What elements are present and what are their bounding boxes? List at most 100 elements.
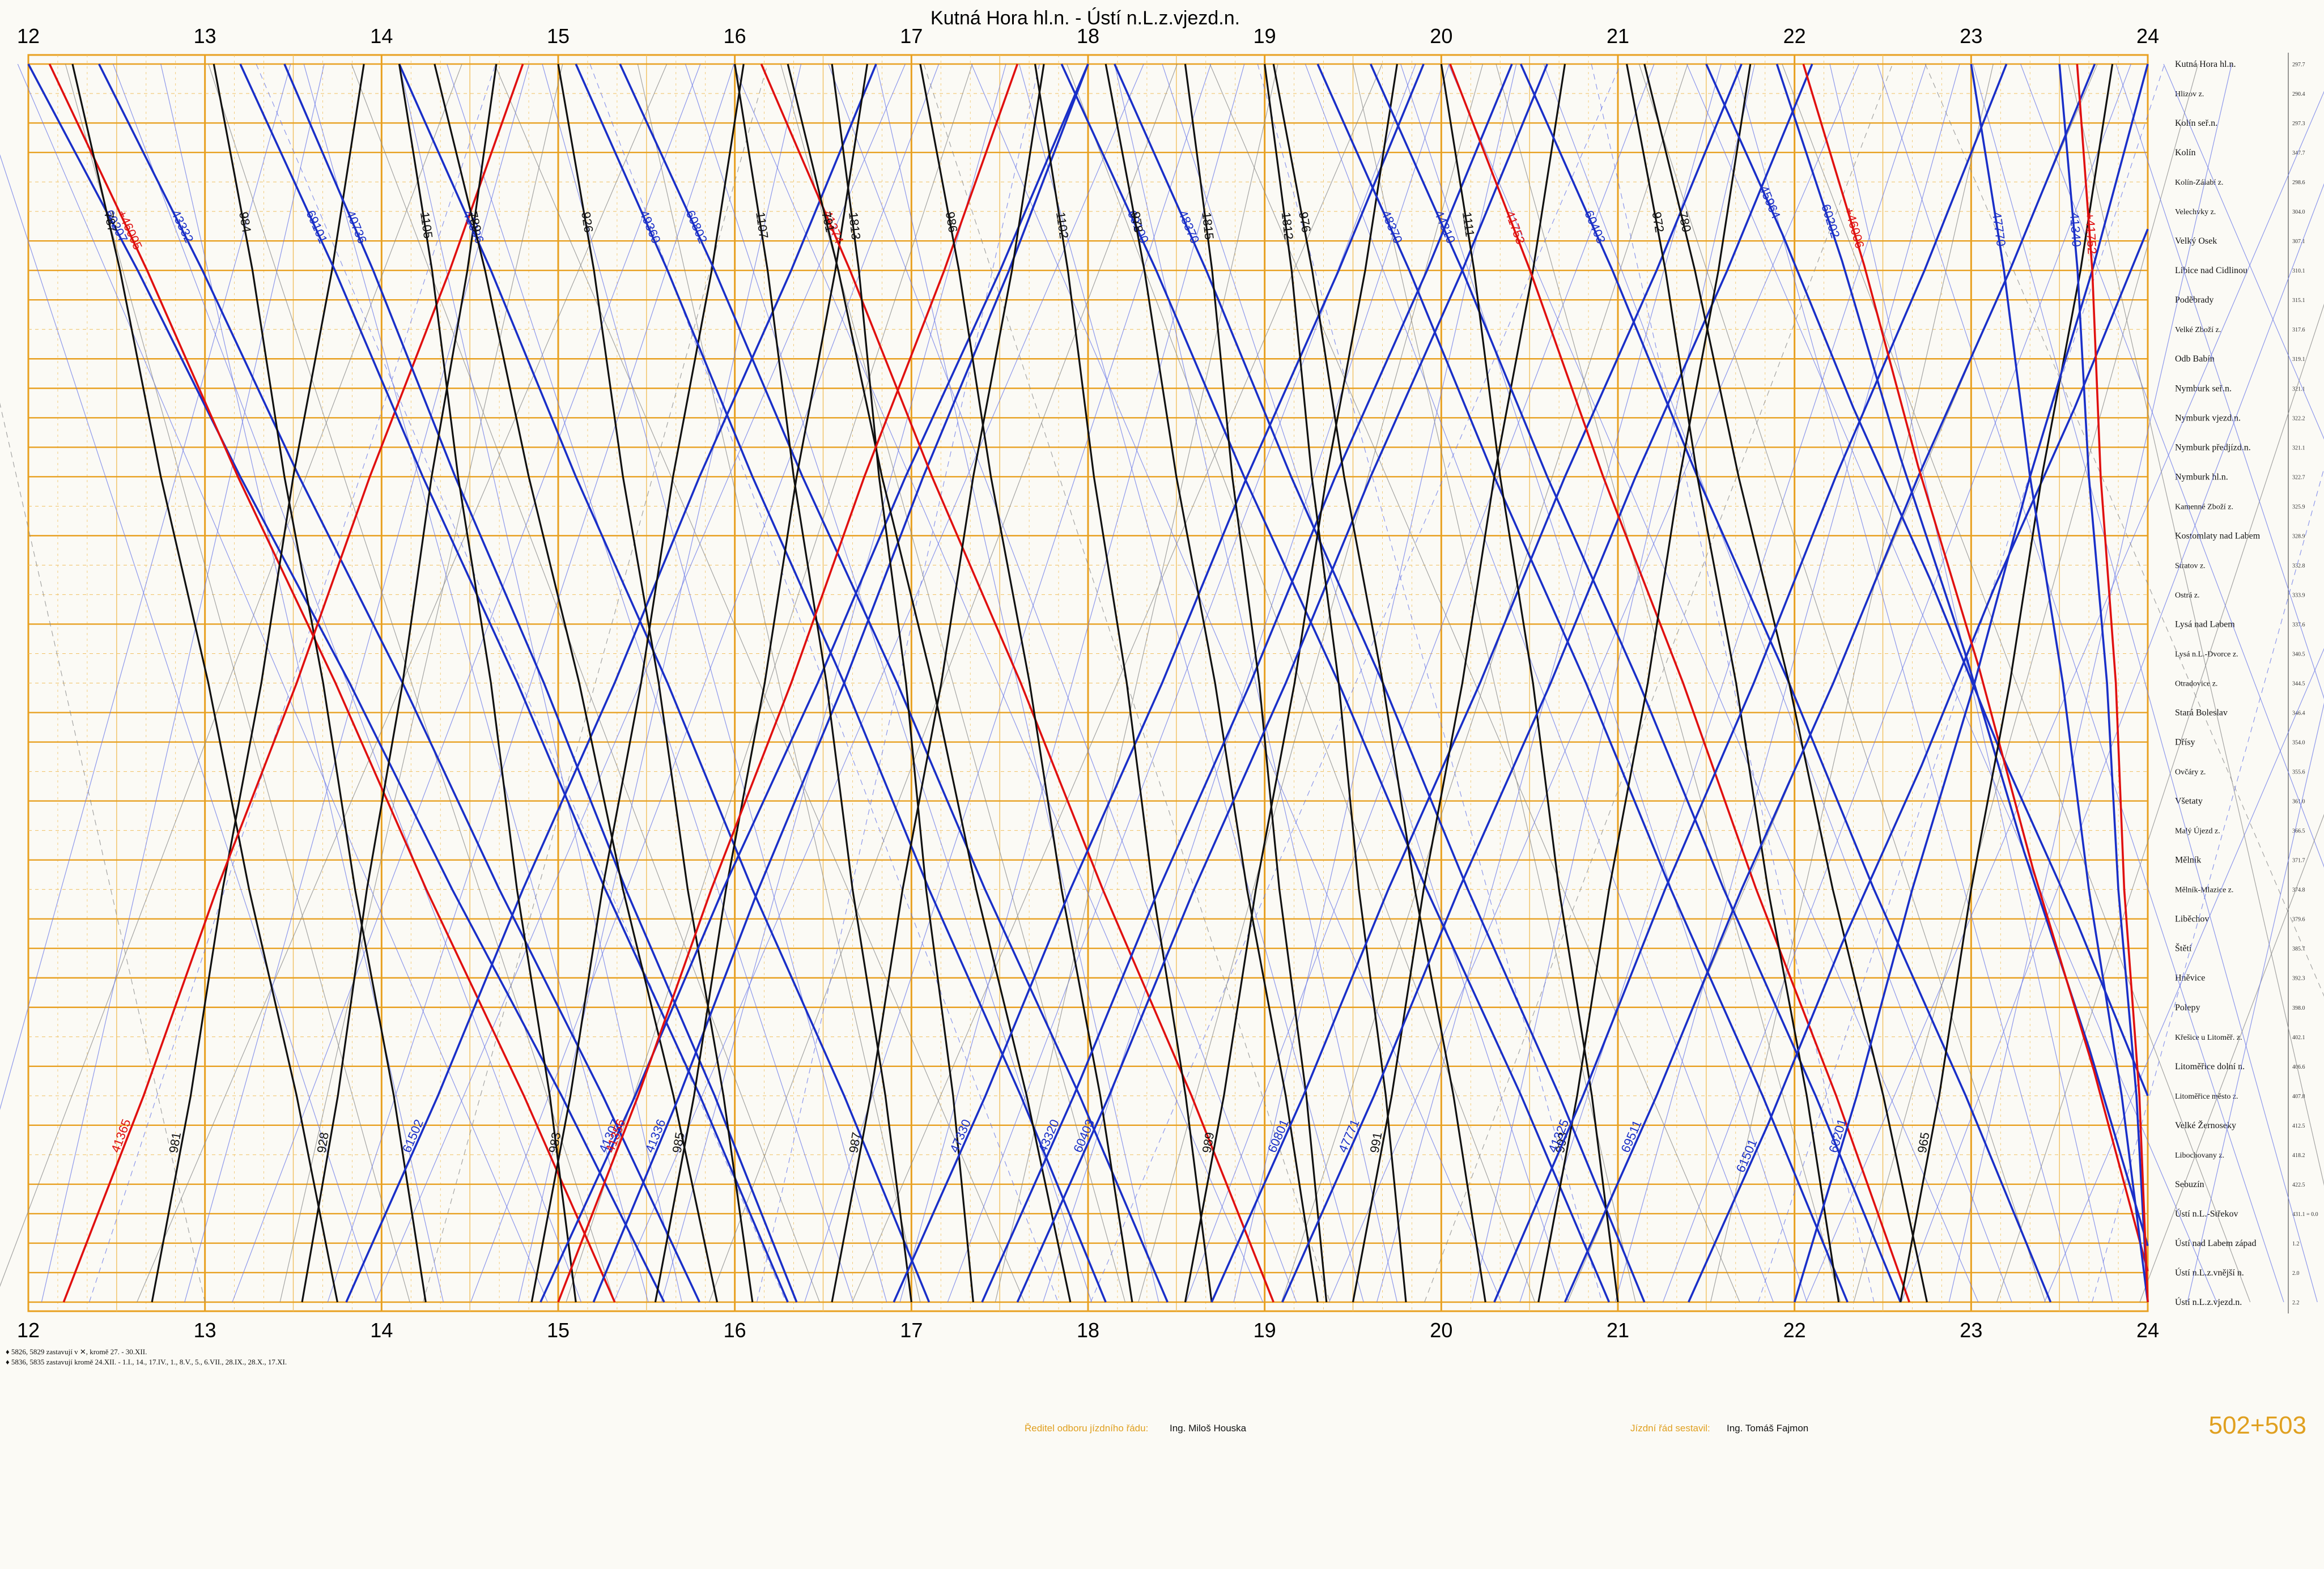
background-train-path bbox=[303, 63, 649, 1303]
train-path bbox=[301, 63, 498, 1303]
background-train-path bbox=[1805, 91, 2324, 1303]
hour-label: 22 bbox=[1783, 1319, 1806, 1342]
station-name: Všetaty bbox=[2175, 797, 2203, 806]
station-km: 407.8 bbox=[2292, 1094, 2305, 1100]
station-name: Kutná Hora hl.n. bbox=[2175, 59, 2236, 69]
station-name: Velký Osek bbox=[2175, 236, 2217, 246]
background-train-path bbox=[17, 63, 548, 1303]
station-name: Libochovany z. bbox=[2175, 1151, 2224, 1160]
background-train-path bbox=[1591, 63, 1875, 1303]
train-path bbox=[1449, 63, 1910, 1303]
background-train-path bbox=[2020, 63, 2324, 868]
station-name: Ostrá z. bbox=[2175, 591, 2200, 599]
station-name: Lysá n.L.-Dvorce z. bbox=[2175, 650, 2238, 658]
train-number: 987 bbox=[846, 1131, 864, 1154]
background-train-path bbox=[589, 63, 1059, 1303]
station-name: Stará Boleslav bbox=[2175, 708, 2228, 718]
background-train-path bbox=[1448, 63, 1979, 1303]
station-name: Velechvky z. bbox=[2175, 208, 2216, 216]
background-train-path bbox=[1114, 63, 1398, 1303]
station-km: 297.7 bbox=[2292, 62, 2305, 68]
train-number: 972 bbox=[1650, 211, 1667, 233]
train-path bbox=[1184, 63, 1328, 1303]
background-train-path bbox=[279, 63, 563, 1303]
background-train-path bbox=[2163, 63, 2324, 440]
station-name: Ovčáry z. bbox=[2175, 768, 2206, 777]
station-km: 297.3 bbox=[2292, 121, 2305, 127]
background-train-path bbox=[1972, 63, 2318, 1303]
station-name: Nymburk hl.n. bbox=[2175, 472, 2228, 482]
station-km: 340.5 bbox=[2292, 651, 2305, 657]
hour-label: 16 bbox=[724, 24, 746, 48]
train-number: +46006 bbox=[1842, 206, 1867, 250]
hour-label: 17 bbox=[900, 24, 923, 48]
station-km: 346.4 bbox=[2292, 711, 2305, 717]
station-km: 307.1 bbox=[2292, 239, 2305, 245]
train-number: 40736 bbox=[343, 209, 369, 246]
station-name: Kolín bbox=[2175, 148, 2195, 158]
train-path bbox=[27, 63, 665, 1303]
station-name: Nymburk seř.n. bbox=[2175, 384, 2232, 393]
hour-label: 23 bbox=[1960, 1319, 1982, 1342]
station-name: Nymburk vjezd.n. bbox=[2175, 413, 2241, 423]
background-train-path bbox=[1758, 63, 2165, 1303]
background-train-path bbox=[661, 63, 1006, 1303]
station-km: 290.4 bbox=[2292, 91, 2305, 97]
background-train-path bbox=[685, 63, 1092, 1303]
train-number: 47771 bbox=[1336, 1117, 1362, 1155]
train-path bbox=[831, 63, 975, 1303]
train-path bbox=[919, 63, 1133, 1303]
hour-label: 20 bbox=[1430, 1319, 1452, 1342]
background-train-path bbox=[208, 63, 615, 1303]
hour-label: 13 bbox=[194, 1319, 216, 1342]
train-path bbox=[981, 63, 1513, 1303]
diagram-title: Kutná Hora hl.n. - Ústí n.L.z.vjezd.n. bbox=[931, 7, 1240, 29]
background-train-path bbox=[1186, 63, 1655, 1303]
train-number: 60403 bbox=[1582, 208, 1608, 245]
background-train-path bbox=[732, 63, 1264, 1303]
train-number: 61502 bbox=[400, 1117, 426, 1155]
train-number: 991 bbox=[1367, 1131, 1385, 1154]
background-train-path bbox=[1710, 63, 1994, 1303]
train-number: 41365 bbox=[108, 1117, 134, 1154]
background-train-path bbox=[88, 63, 496, 1303]
background-train-path bbox=[327, 63, 734, 1303]
background-train-path bbox=[1400, 63, 1808, 1303]
background-train-path bbox=[160, 63, 444, 1303]
hour-label: 23 bbox=[1960, 24, 1982, 48]
hour-label: 12 bbox=[17, 1319, 40, 1342]
compiler-name: Ing. Tomáš Fajmon bbox=[1727, 1423, 1808, 1434]
station-km: 321.1 bbox=[2292, 445, 2305, 451]
station-km: 321.1 bbox=[2292, 386, 2305, 392]
hour-label: 22 bbox=[1783, 24, 1806, 48]
train-path bbox=[1272, 63, 1486, 1303]
background-train-path bbox=[256, 63, 787, 1303]
train-path bbox=[1184, 63, 1399, 1303]
train-path bbox=[434, 63, 719, 1303]
station-km: 319.1 bbox=[2292, 356, 2305, 363]
background-train-path bbox=[995, 63, 1278, 1303]
station-name: Otradovice z. bbox=[2175, 680, 2217, 688]
background-train-path bbox=[494, 63, 1025, 1303]
hour-label: 16 bbox=[724, 1319, 746, 1342]
train-number: 985 bbox=[670, 1131, 687, 1154]
train-path bbox=[557, 63, 754, 1303]
train-path bbox=[283, 63, 798, 1303]
station-name: Velké Žernoseky bbox=[2175, 1120, 2236, 1130]
train-number: 69101 bbox=[303, 208, 330, 245]
station-name: Štětí bbox=[2175, 943, 2192, 954]
station-name: Kolín-Zálabí z. bbox=[2175, 178, 2224, 187]
station-km: 379.6 bbox=[2292, 917, 2305, 923]
background-train-path bbox=[971, 63, 1502, 1303]
train-path bbox=[1316, 63, 1849, 1303]
train-path bbox=[1775, 63, 2149, 1247]
hour-label: 15 bbox=[547, 24, 570, 48]
background-train-path bbox=[1734, 63, 2080, 1303]
background-train-path bbox=[566, 63, 973, 1303]
train-path bbox=[345, 63, 877, 1303]
train-path bbox=[71, 63, 338, 1303]
background-train-path bbox=[518, 63, 802, 1303]
background-train-path bbox=[1162, 63, 1569, 1303]
station-name: Malý Újezd z. bbox=[2175, 826, 2220, 836]
